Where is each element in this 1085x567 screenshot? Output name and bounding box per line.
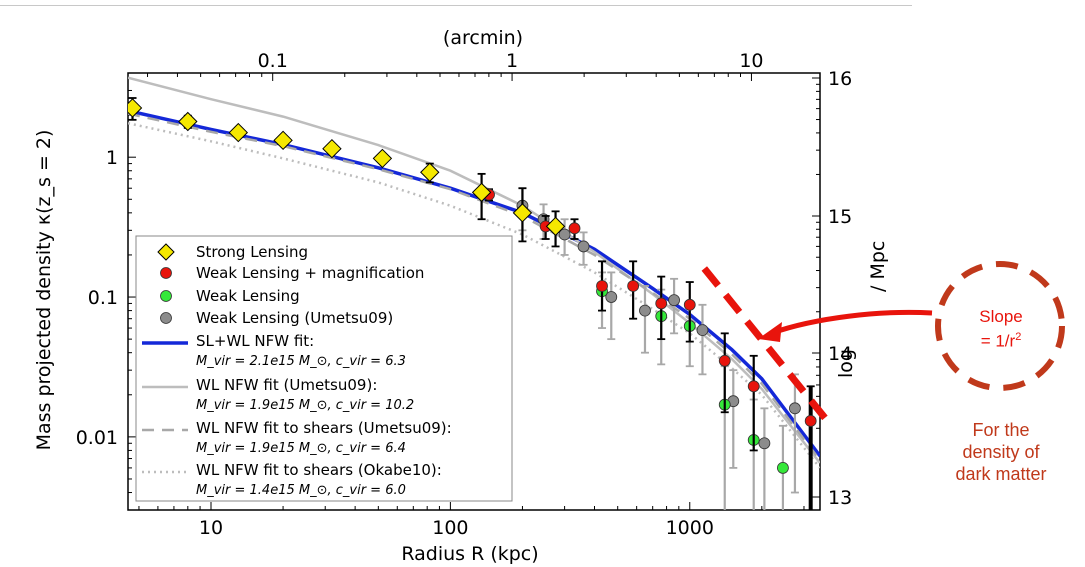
note-line2: density of <box>962 442 1040 462</box>
dark-matter-note: For the density of dark matter <box>953 419 1049 485</box>
data-point <box>718 354 731 367</box>
data-point <box>668 294 680 307</box>
data-point <box>696 324 709 337</box>
strong-lensing-point <box>322 138 342 159</box>
legend-label: Strong Lensing <box>196 243 308 261</box>
legend-params: M_vir = 1.9e15 M_⊙, c_vir = 6.4 <box>196 441 406 456</box>
legend-label: Weak Lensing + magnification <box>196 264 424 282</box>
top-tick-label: 1 <box>506 50 518 72</box>
legend-params: M_vir = 1.4e15 M_⊙, c_vir = 6.0 <box>196 483 406 498</box>
note-line1: For the <box>972 420 1030 440</box>
top-divider <box>0 5 912 6</box>
curve-wl-nfw-fit-to-shears-umetsu09- <box>128 112 820 462</box>
strong-lensing-point <box>128 98 143 118</box>
data-point <box>596 280 608 292</box>
slope-text-line2-main: = 1/r <box>980 331 1016 351</box>
data-point <box>655 297 668 310</box>
legend-marker <box>160 290 172 302</box>
x-axis-label: Radius R (kpc) <box>401 543 538 565</box>
data-point <box>639 304 651 317</box>
data-point <box>789 402 801 415</box>
plot-frame <box>127 72 821 511</box>
strong-lensing-point <box>545 216 566 237</box>
right-tick-label: 14 <box>828 343 852 365</box>
x-tick-label: 100 <box>432 517 468 539</box>
strong-lensing-point <box>420 162 440 182</box>
right-tick-label: 13 <box>828 487 852 509</box>
data-point <box>804 415 817 427</box>
legend-box <box>135 235 513 502</box>
slope-circle <box>935 261 1065 391</box>
right-axis-label-unit: / Mpc <box>867 241 889 292</box>
legend-label: WL NFW fit (Umetsu09): <box>196 376 377 394</box>
legend-label: SL+WL NFW fit: <box>196 332 314 350</box>
chart-axes: 10 100 1000 0.01 0.1 1 0.1 1 10 13 14 15 16 <box>76 50 853 539</box>
right-tick-label: 16 <box>828 68 852 90</box>
data-points <box>128 97 817 510</box>
data-point <box>747 380 760 393</box>
top-axis-label: (arcmin) <box>443 27 523 49</box>
data-point <box>577 240 590 253</box>
y-tick-label: 0.1 <box>88 287 118 309</box>
data-point <box>568 222 581 235</box>
y-tick-label: 0.01 <box>76 427 118 449</box>
legend-marker <box>160 267 172 279</box>
data-point <box>683 298 696 311</box>
right-axis-label-log: log <box>835 349 857 378</box>
slope-text-line1: Slope <box>979 307 1023 326</box>
slope-arrowhead <box>758 322 782 342</box>
strong-lensing-point <box>273 130 293 151</box>
right-tick-label: 15 <box>828 206 852 228</box>
slope-exponent: 2 <box>1015 331 1022 343</box>
slope-text: Slope = 1/r2 <box>965 307 1037 352</box>
strong-lensing-point <box>512 203 533 223</box>
x-tick-label: 10 <box>199 517 223 539</box>
x-tick-label: 1000 <box>666 517 714 539</box>
curve-wl-nfw-fit-to-shears-okabe10- <box>128 121 820 469</box>
legend-marker <box>157 243 175 261</box>
top-tick-label: 0.1 <box>258 50 288 72</box>
legend-label: Weak Lensing <box>196 287 300 305</box>
data-point <box>605 291 618 303</box>
axis-labels: Radius R (kpc) (arcmin) Mass projected d… <box>33 27 889 565</box>
legend-label: Weak Lensing (Umetsu09) <box>196 309 393 327</box>
strong-lensing-point <box>471 182 492 203</box>
top-tick-label: 10 <box>739 50 763 72</box>
slope-annotation <box>758 261 1065 391</box>
data-point <box>758 437 771 450</box>
legend-params: M_vir = 1.9e15 M_⊙, c_vir = 10.2 <box>196 398 414 413</box>
legend-params: M_vir = 2.1e15 M_⊙, c_vir = 6.3 <box>196 354 406 369</box>
y-tick-label: 1 <box>106 147 118 169</box>
strong-lensing-point <box>228 122 248 143</box>
legend-label: WL NFW fit to shears (Umetsu09): <box>196 419 452 437</box>
legend-label: WL NFW fit to shears (Okabe10): <box>196 461 442 479</box>
slope-arrow <box>771 309 933 336</box>
legend: Strong Lensing Weak Lensing + magnificati… <box>135 235 513 502</box>
data-point <box>777 462 789 474</box>
y-axis-label: Mass projected density κ(z_s = 2) <box>33 130 55 451</box>
legend-marker <box>160 312 172 324</box>
note-line3: dark matter <box>955 464 1047 484</box>
strong-lensing-point <box>372 148 393 169</box>
slope-text-line2: = 1/r2 <box>965 327 1037 352</box>
data-point <box>558 228 571 241</box>
strong-lensing-point <box>178 111 198 132</box>
data-point <box>627 280 640 292</box>
